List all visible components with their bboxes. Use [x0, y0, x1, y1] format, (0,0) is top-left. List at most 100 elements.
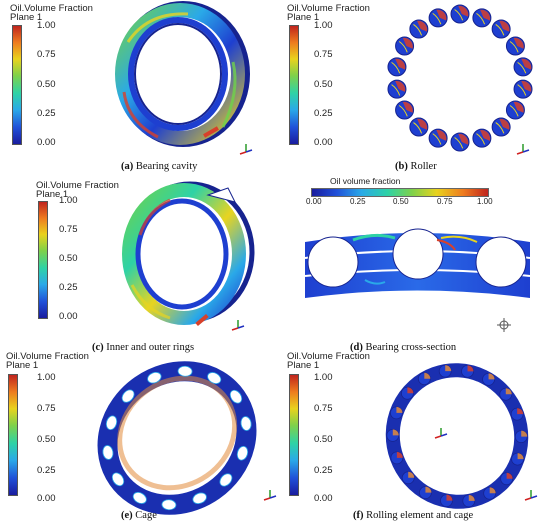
tick: 1.00: [314, 20, 333, 31]
rolling-element: [461, 364, 474, 378]
axis-triad-icon: [524, 490, 538, 501]
roller: [505, 100, 525, 120]
cage-ring: [97, 361, 257, 515]
cage-pocket: [111, 472, 125, 487]
cage-pocket: [121, 389, 135, 403]
caption-e: (e) Cage: [121, 510, 157, 521]
tick: 0.25: [314, 465, 333, 476]
roller: [491, 117, 511, 137]
legend-subtitle: Plane 1: [10, 12, 43, 23]
cage-pocket: [147, 371, 162, 384]
roller: [450, 4, 470, 24]
roller: [428, 128, 448, 148]
rolling-element: [400, 386, 414, 400]
roller: [472, 8, 492, 28]
rolling-element: [482, 372, 495, 386]
rolling-element: [390, 451, 404, 465]
legend-subtitle: Plane 1: [287, 360, 320, 371]
cage-pocket: [105, 415, 118, 431]
tick: 0.00: [37, 137, 56, 148]
cage-pocket: [207, 372, 222, 384]
legend-subtitle: Plane 1: [6, 360, 39, 371]
cage-pocket: [192, 492, 207, 505]
tick: 0.75: [314, 49, 333, 60]
tick: 0.75: [37, 403, 56, 414]
tick: 0.00: [59, 311, 78, 322]
tick: 0.25: [59, 282, 78, 293]
inner-outer-rings: [122, 181, 255, 327]
legend-title: Oil volume fraction: [330, 176, 401, 186]
axis-triad-icon: [231, 320, 245, 331]
roller-ring: [387, 4, 533, 152]
tick: 0.50: [393, 197, 409, 206]
panel-e: Oil.Volume Fraction Plane 1 1.00 0.75 0.…: [0, 350, 277, 526]
tick: 0.75: [437, 197, 453, 206]
colorbar: [8, 374, 18, 496]
roller: [450, 132, 470, 152]
roller: [491, 19, 511, 39]
cross-section-view: [304, 228, 531, 298]
legend-title: Oil.Volume Fraction: [6, 351, 89, 362]
caption-b: (b) Roller: [395, 161, 437, 172]
cage-pocket: [177, 365, 193, 377]
caption-f: (f) Rolling element and cage: [353, 510, 474, 521]
cage-pocket: [229, 389, 243, 404]
legend-subtitle: Plane 1: [36, 189, 69, 200]
rolling-element: [511, 452, 524, 466]
colorbar: [12, 25, 22, 145]
rolling-element: [510, 407, 524, 421]
legend-title: Oil.Volume Fraction: [10, 3, 93, 14]
tick: 0.75: [314, 403, 333, 414]
roller: [428, 8, 448, 28]
tick: 0.00: [314, 137, 333, 148]
panel-d: Oil volume fraction 0.00 0.25 0.50 0.75 …: [275, 176, 550, 353]
tick: 1.00: [37, 372, 56, 383]
axis-triad-icon: [516, 144, 530, 155]
roller: [409, 117, 429, 137]
legend-subtitle: Plane 1: [287, 12, 320, 23]
tick: 0.75: [59, 224, 78, 235]
tick: 0.50: [314, 434, 333, 445]
rolling-element: [390, 406, 403, 420]
cage-pocket: [240, 416, 252, 431]
roller: [395, 36, 415, 56]
tick: 1.00: [477, 197, 493, 206]
rolling-element: [483, 486, 497, 500]
rolling-element: [417, 372, 431, 386]
colorbar-horizontal: [311, 188, 489, 197]
tick: 0.50: [37, 434, 56, 445]
panel-c: Oil.Volume Fraction Plane 1 1.00 0.75 0.…: [0, 178, 275, 353]
axis-triad-icon: [263, 490, 277, 501]
legend-title: Oil.Volume Fraction: [287, 351, 370, 362]
rolling-element: [514, 430, 528, 444]
tick: 0.50: [37, 79, 56, 90]
axis-triad-icon: [434, 428, 448, 439]
tick: 0.25: [314, 108, 333, 119]
legend-title: Oil.Volume Fraction: [287, 3, 370, 14]
rolling-element-cage: [385, 363, 529, 509]
rolling-element: [462, 494, 476, 508]
cage-pocket: [236, 445, 249, 461]
cage-pocket: [219, 473, 233, 487]
roller: [513, 79, 533, 99]
colorbar: [289, 25, 299, 145]
roller: [505, 36, 525, 56]
rolling-element: [401, 471, 415, 485]
axis-triad-icon: [239, 144, 253, 155]
tick: 1.00: [37, 20, 56, 31]
bearing-cavity-ring: [115, 1, 250, 147]
tick: 0.25: [37, 108, 56, 119]
roller: [409, 19, 429, 39]
roller: [387, 57, 407, 77]
tick: 1.00: [59, 195, 78, 206]
tick: 0.50: [59, 253, 78, 264]
rolling-element: [438, 364, 452, 378]
axis-triad-icon: [497, 318, 511, 332]
rolling-element: [440, 494, 453, 508]
cage-pocket: [161, 499, 177, 511]
cage-pocket: [132, 492, 147, 504]
tick: 0.25: [350, 197, 366, 206]
panel-f: Oil.Volume Fraction Plane 1 1.00 0.75 0.…: [275, 350, 550, 526]
tick: 0.75: [37, 49, 56, 60]
roller: [513, 57, 533, 77]
